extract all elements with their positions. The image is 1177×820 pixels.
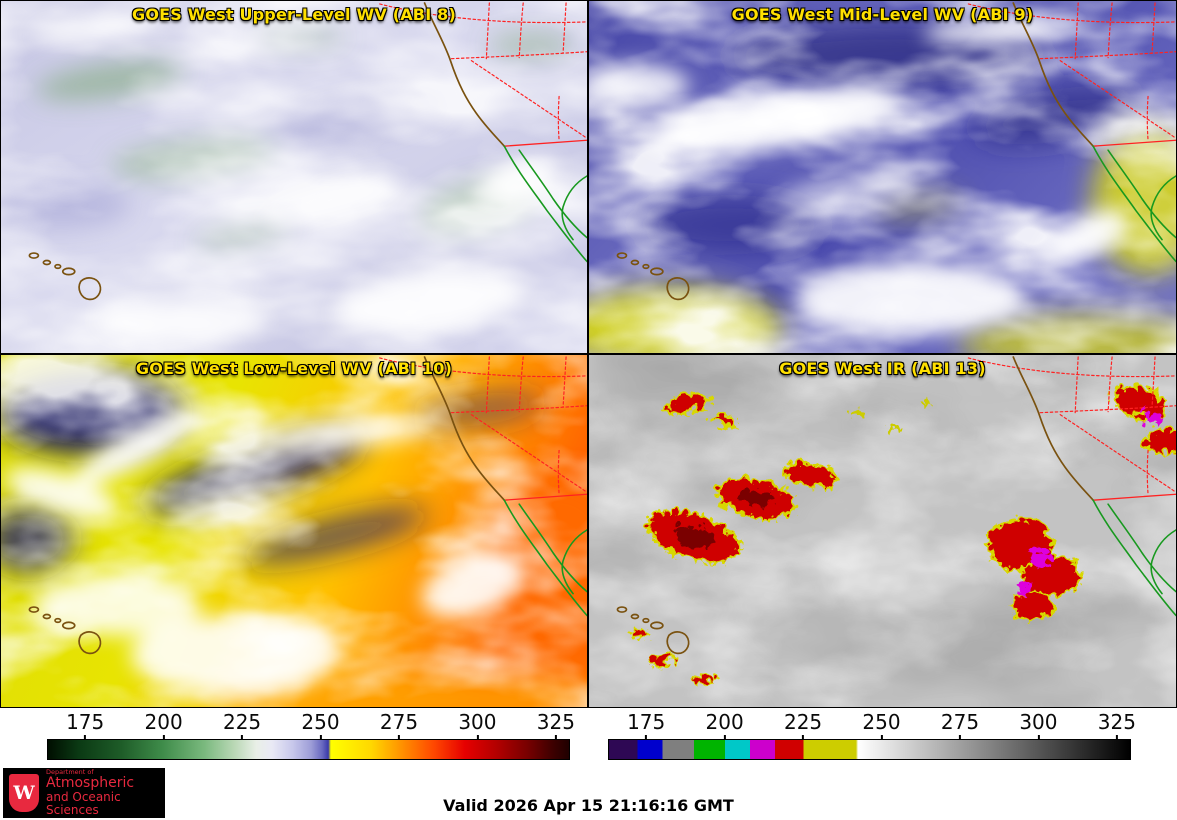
colorbar-ir-gradient [608, 739, 1131, 760]
panel-low-level-wv: GOES West Low-Level WV (ABI 10) [0, 354, 588, 708]
wv-tick-label: 275 [380, 710, 418, 740]
uw-crest-icon: W [9, 774, 39, 812]
ir-tick-label: 175 [627, 710, 665, 740]
wv-tick-label: 250 [301, 710, 339, 740]
ir-tick-label: 275 [941, 710, 979, 740]
ir-tick-label: 200 [706, 710, 744, 740]
aos-logo-text: Department of Atmospheric and Oceanic Sc… [46, 767, 159, 818]
logo-name-line2: and Oceanic Sciences [46, 790, 121, 818]
ir-tick-label: 325 [1098, 710, 1136, 740]
satellite-image-low-wv [1, 355, 587, 707]
colorbar-ir-ticks: 175 200 225 250 275 300 325 [608, 710, 1136, 740]
panel-ir: GOES West IR (ABI 13) [588, 354, 1177, 708]
logo-dept-line: Department of [46, 767, 94, 776]
ir-tick-label: 250 [862, 710, 900, 740]
panel-title-low-wv: GOES West Low-Level WV (ABI 10) [135, 359, 453, 378]
satellite-image-mid-wv [589, 1, 1176, 353]
colorbar-wv-ticks: 175 200 225 250 275 300 325 [47, 710, 575, 740]
satellite-image-ir [589, 355, 1176, 707]
wv-tick-label: 325 [537, 710, 575, 740]
valid-time: Valid 2026 Apr 15 21:16:16 GMT [443, 796, 734, 815]
colorbar-wv: 175 200 225 250 275 300 325 [47, 710, 575, 766]
crest-letter: W [13, 782, 35, 804]
colorbar-ir: 175 200 225 250 275 300 325 [608, 710, 1136, 766]
panel-mid-level-wv: GOES West Mid-Level WV (ABI 9) [588, 0, 1177, 354]
panel-upper-level-wv: GOES West Upper-Level WV (ABI 8) [0, 0, 588, 354]
wv-tick-label: 225 [223, 710, 261, 740]
ir-tick-label: 225 [784, 710, 822, 740]
panel-title-ir: GOES West IR (ABI 13) [779, 359, 986, 378]
aos-logo: W Department of Atmospheric and Oceanic … [3, 768, 165, 818]
colorbar-wv-gradient [47, 739, 570, 760]
satellite-quad-grid: GOES West Upper-Level WV (ABI 8) [0, 0, 1177, 708]
panel-title-mid-wv: GOES West Mid-Level WV (ABI 9) [731, 5, 1034, 24]
wv-tick-label: 175 [66, 710, 104, 740]
wv-tick-label: 200 [145, 710, 183, 740]
satellite-image-upper-wv [1, 1, 587, 353]
ir-tick-label: 300 [1019, 710, 1057, 740]
wv-tick-label: 300 [458, 710, 496, 740]
logo-name-line1: Atmospheric [46, 775, 135, 791]
panel-title-upper-wv: GOES West Upper-Level WV (ABI 8) [132, 5, 456, 24]
